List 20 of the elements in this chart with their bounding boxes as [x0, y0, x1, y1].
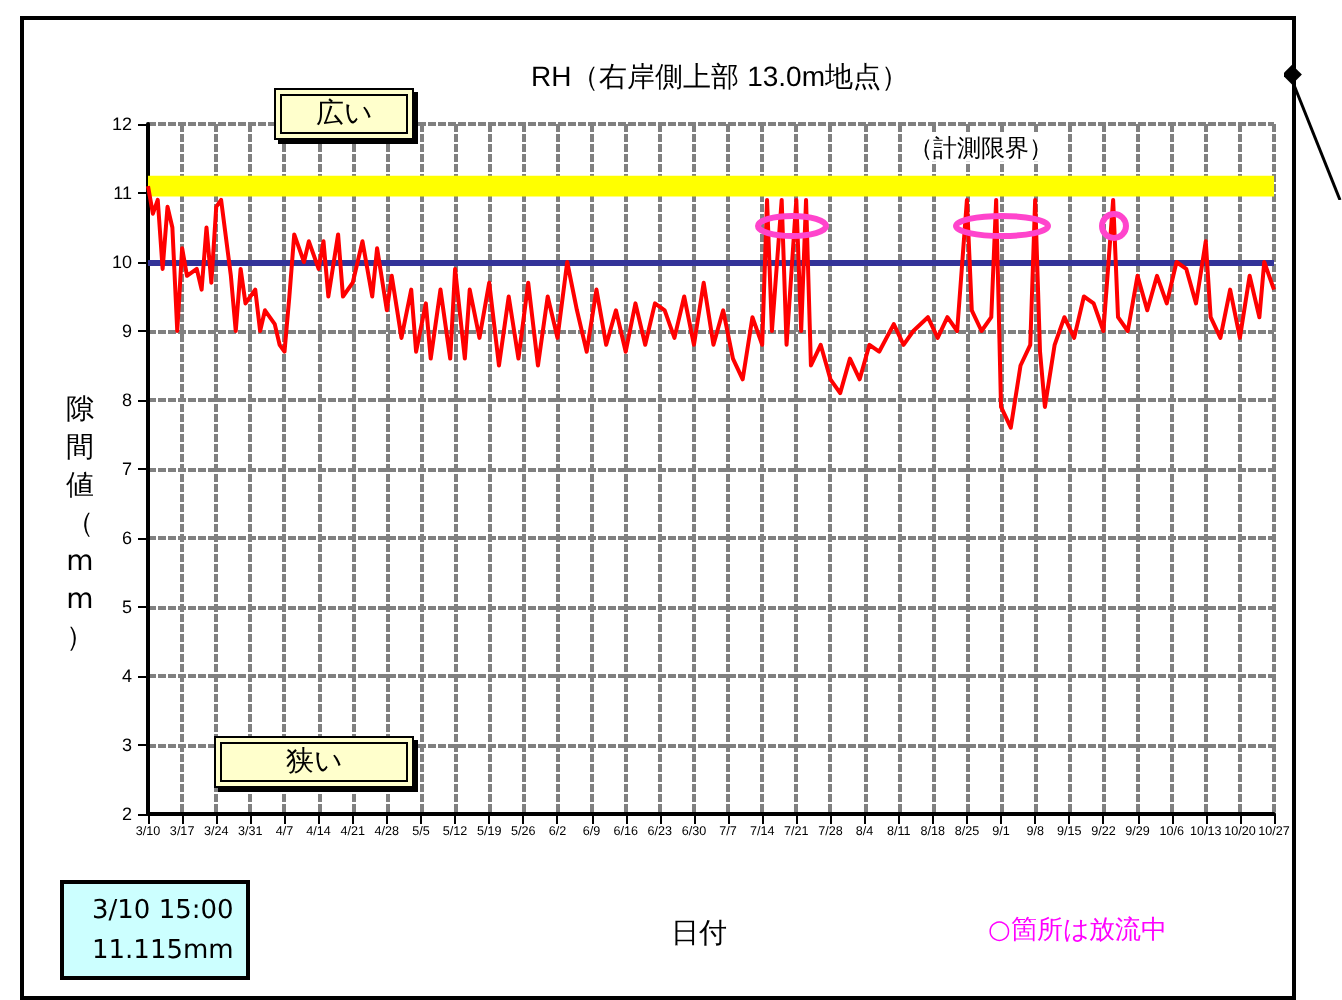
x-axis-title: 日付	[671, 916, 727, 948]
text-box: 広い	[274, 88, 414, 140]
y-tick-label: 12	[111, 114, 132, 134]
y-axis-title: 隙間値（mm）	[66, 392, 94, 658]
y-tick-label: 3	[121, 735, 132, 755]
y-tick-label: 9	[121, 321, 132, 341]
text: ○箇所は放流中	[988, 914, 1167, 948]
y-tick-label: 7	[121, 459, 132, 479]
y-tick-label: 2	[121, 804, 132, 824]
text-box: 3/10 15:00 11.115mm	[60, 880, 250, 980]
y-tick-label: 5	[121, 597, 132, 617]
text-box: 狭い	[214, 736, 414, 788]
y-tick-label: 6	[121, 528, 132, 548]
chart-title: RH（右岸側上部 13.0m地点）	[530, 60, 910, 92]
line-series	[146, 184, 1276, 430]
y-tick-label: 10	[111, 252, 132, 272]
band-label: （計測限界）	[909, 133, 1053, 162]
y-tick-label: 4	[121, 666, 132, 686]
y-tick-label: 8	[121, 390, 132, 410]
y-tick-label: 11	[113, 183, 132, 203]
